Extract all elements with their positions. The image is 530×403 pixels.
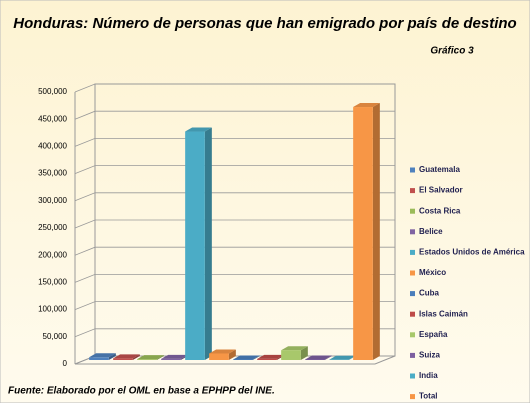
y-tick-label: 400,000 (38, 142, 67, 151)
legend-swatch (410, 291, 415, 297)
legend-label: Belice (419, 227, 443, 236)
bar-top (329, 355, 356, 360)
legend-label: Costa Rica (419, 206, 461, 215)
grid-line (74, 301, 395, 310)
bar (305, 355, 332, 360)
legend-swatch (410, 373, 415, 379)
chart-title: Honduras: Número de personas que han emi… (13, 15, 516, 32)
legend-swatch (410, 352, 415, 358)
chart-subtitle: Gráfico 3 (430, 46, 474, 57)
y-tick-label: 100,000 (38, 305, 67, 314)
legend-label: México (419, 268, 446, 277)
legend-label: Estados Unidos de América (419, 248, 525, 257)
bar-front (353, 107, 373, 360)
bar-top (89, 353, 116, 358)
bar-front (161, 358, 181, 360)
bar-top (161, 354, 188, 359)
legend-label: Guatemala (419, 165, 460, 174)
bar-top (185, 127, 212, 132)
grid-line (74, 273, 395, 283)
y-tick-label: 50,000 (43, 332, 68, 341)
legend-swatch (410, 208, 415, 214)
y-tick-label: 300,000 (38, 196, 67, 205)
legend-label: España (419, 330, 448, 339)
bar-side (156, 355, 164, 360)
bar-side (132, 354, 140, 360)
bar-side (324, 355, 332, 360)
legend-swatch (410, 311, 415, 317)
grid-line (74, 192, 395, 202)
bar-side (228, 349, 236, 360)
legend-swatch (410, 332, 415, 338)
bar-side (372, 103, 380, 360)
y-tick-label: 350,000 (38, 169, 67, 178)
bar-front (233, 359, 253, 360)
bar-top (137, 355, 164, 360)
legend-label: Cuba (419, 289, 440, 298)
bar (113, 354, 140, 360)
legend-label: El Salvador (419, 186, 463, 195)
y-tick-label: 250,000 (38, 223, 67, 232)
legend-swatch (410, 394, 415, 400)
legend-label: India (419, 371, 438, 380)
bar-front (137, 359, 157, 360)
grid-line (74, 165, 395, 174)
y-tick-label: 450,000 (38, 114, 67, 123)
grid-line (74, 328, 395, 338)
grid-line (74, 110, 395, 120)
legend-swatch (410, 167, 415, 173)
legend-label: Suiza (419, 351, 440, 360)
legend-swatch (410, 229, 415, 235)
bar-front (113, 358, 133, 360)
bar-side (252, 355, 260, 360)
bar-top (257, 354, 284, 359)
bar-front (89, 357, 109, 360)
bar-side (204, 127, 212, 361)
y-tick-label: 200,000 (38, 250, 67, 259)
bar (89, 353, 116, 360)
bar (233, 355, 260, 360)
legend-swatch (410, 188, 415, 194)
source-note: Fuente: Elaborado por el OML en base a E… (8, 386, 275, 397)
bar (353, 103, 380, 360)
bar (137, 355, 164, 360)
bar-side (108, 353, 116, 360)
grid-line (74, 219, 395, 229)
bar-top (281, 346, 308, 351)
bar (281, 346, 308, 360)
bar (185, 127, 212, 361)
bar-side (300, 346, 308, 360)
bar (209, 349, 236, 360)
legend-swatch (410, 249, 415, 255)
grid-line (74, 83, 395, 93)
bar-front (257, 358, 277, 360)
bar-top (305, 355, 332, 360)
bar-front (305, 359, 325, 360)
bar-front (209, 353, 229, 360)
grid-line (74, 137, 395, 147)
bar-top (113, 354, 140, 359)
grid-line (74, 246, 395, 256)
bar-front (185, 131, 205, 360)
legend-label: Islas Caimán (419, 309, 468, 318)
y-tick-label: 0 (63, 359, 68, 368)
bar-top (209, 349, 236, 354)
bar-front (281, 350, 301, 360)
y-tick-label: 500,000 (38, 87, 67, 96)
bar-top (353, 103, 380, 108)
legend-swatch (410, 270, 415, 276)
bar-top (233, 355, 260, 360)
y-tick-label: 150,000 (38, 278, 67, 287)
legend-label: Total (419, 392, 438, 401)
